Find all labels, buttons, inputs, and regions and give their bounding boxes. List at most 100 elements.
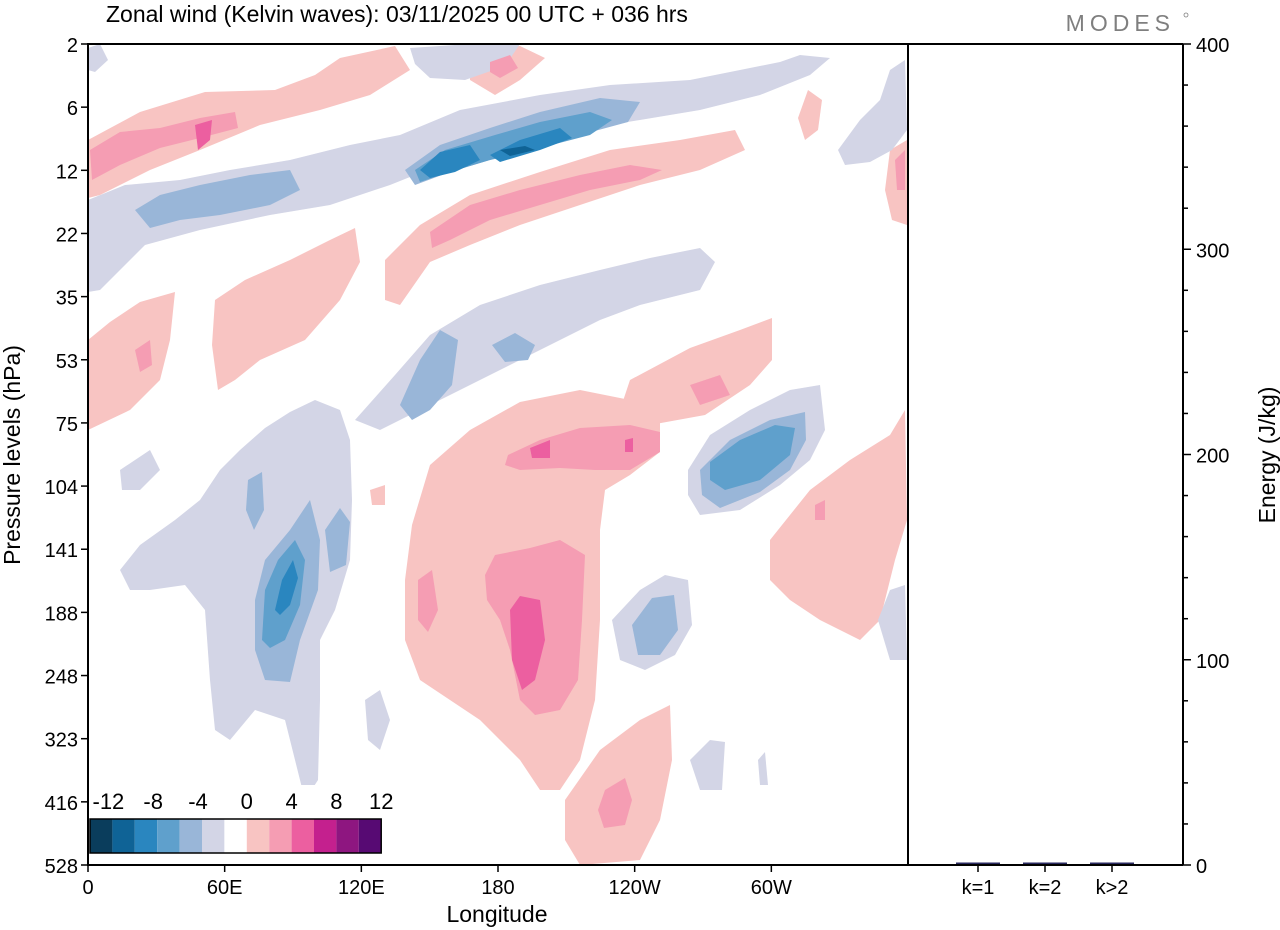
colorbar: -12 -8 -4 0 4 8 12 bbox=[89, 785, 393, 854]
pressure-axis: 2 6 12 22 35 53 75 104 141 188 248 323 416 528 bbox=[45, 35, 88, 878]
contour-pos-upper-a-core bbox=[195, 120, 212, 150]
pressure-tick-label: 75 bbox=[56, 414, 78, 436]
contour-neg-lower-mass bbox=[120, 400, 352, 800]
contour-neg-dot-b bbox=[690, 740, 725, 790]
pressure-tick-label: 104 bbox=[45, 477, 78, 499]
pressure-tick-label: 6 bbox=[67, 98, 78, 120]
energy-panel: 0 100 200 300 400 k=1 k=2 k>2 bbox=[956, 35, 1229, 899]
longitude-axis: 0 60E 120E 180 120W 60W bbox=[82, 865, 792, 899]
pressure-tick-label: 528 bbox=[45, 856, 78, 878]
energy-tick-label: 400 bbox=[1196, 35, 1229, 57]
contour-pos-dot-a bbox=[370, 485, 385, 505]
colorbar-swatch bbox=[179, 819, 202, 853]
contour-pos-left-dot bbox=[135, 340, 152, 372]
colorbar-frame bbox=[89, 818, 382, 854]
colorbar-swatch bbox=[157, 819, 180, 853]
contour-pos-mid-a-core bbox=[530, 440, 550, 458]
colorbar-swatch bbox=[112, 819, 135, 853]
pressure-tick-label: 53 bbox=[56, 351, 78, 373]
colorbar-label: 4 bbox=[285, 789, 297, 814]
energy-tick-label: 100 bbox=[1196, 651, 1229, 673]
longitude-tick-label: 120E bbox=[338, 877, 385, 899]
contour-pos-band-mid bbox=[620, 318, 772, 425]
colorbar-swatch bbox=[246, 819, 270, 853]
longitude-tick-label: 0 bbox=[82, 877, 93, 899]
energy-bar bbox=[1023, 862, 1067, 864]
contour-neg-dot-c bbox=[365, 690, 390, 750]
contour-neg-upper-band bbox=[88, 55, 830, 292]
energy-category-label: k=2 bbox=[1029, 877, 1062, 899]
contour-neg-corner bbox=[88, 44, 108, 72]
contour-pos-band-a bbox=[430, 165, 662, 248]
contour-pos-lower-c-core bbox=[598, 778, 632, 828]
contour-neg-upper-right bbox=[838, 60, 907, 165]
colorbar-label: -4 bbox=[188, 789, 208, 814]
energy-bar bbox=[1090, 862, 1134, 864]
pressure-tick-label: 323 bbox=[45, 730, 78, 752]
y-axis-label: Pressure levels (hPa) bbox=[0, 345, 25, 565]
colorbar-label: -12 bbox=[93, 789, 125, 814]
colorbar-label: 12 bbox=[369, 789, 393, 814]
contour-pos-band-upper bbox=[385, 130, 745, 305]
contour-neg-mid-c bbox=[632, 595, 678, 655]
pressure-tick-label: 248 bbox=[45, 667, 78, 689]
contour-pos-upper-b-core bbox=[490, 55, 518, 78]
longitude-tick-label: 120W bbox=[609, 877, 661, 899]
contour-neg-mid-b-core bbox=[710, 425, 795, 490]
contour-neg-lower-a bbox=[246, 472, 264, 530]
contour-neg-upper-b-peak bbox=[500, 146, 535, 156]
energy-bar bbox=[956, 862, 1000, 864]
contour-pos-mid-left bbox=[212, 228, 360, 390]
pressure-tick-label: 141 bbox=[45, 540, 78, 562]
longitude-tick-label: 60W bbox=[751, 877, 792, 899]
contour-pos-left-mid bbox=[88, 292, 175, 430]
colorbar-label: 8 bbox=[330, 789, 342, 814]
energy-tick-label: 0 bbox=[1196, 856, 1207, 878]
contour-neg-mid-a2 bbox=[492, 333, 535, 362]
contour-pos-right-dot bbox=[815, 500, 825, 520]
colorbar-swatch bbox=[90, 819, 113, 853]
colorbar-swatch bbox=[314, 819, 337, 853]
logo-registered-mark bbox=[1183, 12, 1189, 18]
contour-pos-lower-a bbox=[418, 570, 438, 632]
colorbar-label: -8 bbox=[143, 789, 163, 814]
contour-pos-upper-left bbox=[88, 46, 410, 198]
chart-title: Zonal wind (Kelvin waves): 03/11/2025 00… bbox=[106, 1, 688, 27]
colorbar-swatch bbox=[269, 819, 292, 853]
contour-pos-core-lower bbox=[510, 596, 545, 690]
energy-tick-label: 300 bbox=[1196, 240, 1229, 262]
contour-neg-lower-core bbox=[275, 560, 298, 615]
contour-field bbox=[88, 44, 907, 865]
x-axis-label: Longitude bbox=[446, 901, 547, 927]
contour-neg-upper-a bbox=[135, 170, 300, 228]
contour-pos-mid-a-core2 bbox=[625, 438, 633, 452]
colorbar-swatch bbox=[291, 819, 314, 853]
pressure-tick-label: 416 bbox=[45, 793, 78, 815]
contour-pos-lower-right bbox=[770, 410, 907, 640]
colorbar-swatch bbox=[336, 819, 359, 853]
longitude-tick-label: 60E bbox=[207, 877, 243, 899]
longitude-tick-label: 180 bbox=[481, 877, 514, 899]
contour-neg-mid-a bbox=[400, 330, 458, 420]
energy-tick-label: 200 bbox=[1196, 446, 1229, 468]
pressure-tick-label: 2 bbox=[67, 35, 78, 57]
contour-neg-right-lower bbox=[878, 585, 907, 660]
pressure-tick-label: 35 bbox=[56, 288, 78, 310]
contour-pos-right-edge-core bbox=[895, 150, 905, 190]
pressure-tick-label: 12 bbox=[56, 161, 78, 183]
contour-pos-small-a bbox=[798, 90, 822, 140]
colorbar-swatch bbox=[202, 819, 225, 853]
colorbar-label: 0 bbox=[241, 789, 253, 814]
contour-pos-band-mid-core bbox=[690, 375, 730, 405]
colorbar-swatch bbox=[224, 819, 247, 853]
contour-neg-dot-d bbox=[758, 752, 768, 785]
contour-neg-upper-b-core bbox=[420, 145, 480, 178]
contour-neg-dot-a bbox=[120, 450, 160, 490]
energy-category-label: k>2 bbox=[1096, 877, 1129, 899]
contour-pos-mid-a bbox=[505, 425, 660, 470]
colorbar-swatch bbox=[134, 819, 158, 853]
pressure-tick-label: 188 bbox=[45, 603, 78, 625]
contour-neg-upper-top bbox=[410, 44, 520, 80]
colorbar-swatch bbox=[358, 819, 382, 853]
